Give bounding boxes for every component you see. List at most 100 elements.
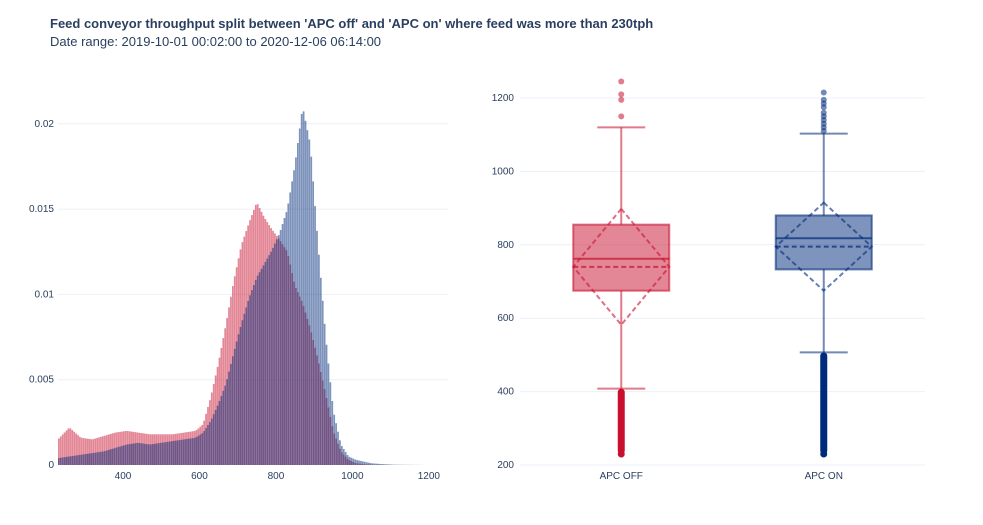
histogram-bar (124, 444, 127, 465)
histogram-bar (327, 363, 330, 465)
histogram-bar (302, 111, 305, 466)
histogram-bar (224, 385, 227, 465)
histogram-bar (344, 451, 347, 465)
histogram-bar (80, 454, 83, 465)
histogram-bar (130, 443, 133, 465)
box-y-tick-label: 800 (497, 240, 514, 251)
histogram-bar (339, 440, 341, 465)
histogram-bar (115, 447, 118, 465)
histogram-bar (205, 428, 207, 465)
histogram-bar (367, 462, 370, 465)
histogram-bar (170, 441, 173, 465)
histogram-bar (140, 443, 142, 465)
histogram-bar (82, 454, 85, 465)
histogram-x-tick-label: 1200 (418, 471, 441, 482)
histogram-bar (197, 435, 200, 465)
histogram-y-tick-label: 0 (48, 460, 54, 471)
histogram-bar (258, 272, 261, 465)
histogram-bar (121, 445, 123, 465)
histogram-bar (159, 442, 162, 465)
histogram-bar (235, 341, 238, 465)
histogram-bar (239, 327, 242, 465)
histogram-bar (88, 438, 91, 465)
histogram-y-tick-label: 0.015 (29, 204, 54, 215)
histogram-bar (123, 445, 125, 465)
histogram-bar (77, 455, 79, 465)
histogram-bar (94, 438, 97, 465)
histogram-bar (375, 463, 378, 465)
histogram-bar (75, 455, 77, 465)
histogram-bar (296, 142, 299, 465)
histogram-bar (65, 456, 68, 465)
box-sd-diamond (774, 201, 874, 293)
histogram-bar (161, 442, 163, 465)
histogram-bar (340, 446, 343, 465)
box-y-tick-label: 200 (497, 460, 514, 471)
histogram-bar (287, 203, 290, 465)
histogram-bar (226, 379, 228, 465)
histogram-bar (111, 448, 114, 465)
histogram-bar (279, 229, 282, 465)
histogram-bar (323, 323, 326, 465)
histogram-bar (67, 428, 70, 465)
histogram-bar (61, 457, 64, 465)
histogram-bar (228, 371, 230, 465)
histogram-bar (237, 334, 240, 465)
histogram-bar (188, 438, 190, 465)
box-body (774, 214, 873, 271)
histogram-bar (201, 433, 204, 465)
histogram-bar (176, 440, 179, 465)
histogram-bar (310, 156, 313, 466)
histogram-bar (174, 440, 177, 465)
histogram-bar (100, 436, 102, 465)
histogram-bar (300, 113, 303, 466)
histogram-bar (184, 439, 186, 465)
histogram-bar (107, 449, 110, 465)
histogram-bar (207, 425, 209, 465)
box-outlier-point (820, 96, 827, 103)
histogram-bar (319, 277, 322, 465)
histogram-bar (254, 279, 257, 465)
histogram-bar (59, 436, 62, 465)
histogram-bar (260, 268, 263, 465)
histogram-bar (346, 454, 349, 465)
histogram-bar (189, 438, 192, 465)
histogram-bar (277, 235, 280, 465)
histogram-bar (86, 438, 89, 465)
histogram-y-tick-label: 0.005 (29, 375, 54, 386)
box-body (572, 223, 671, 292)
histogram-x-tick-label: 400 (115, 471, 132, 482)
histogram-bar (107, 434, 110, 465)
histogram-bar (361, 461, 364, 465)
histogram-bar (147, 444, 150, 465)
histogram-bar (178, 440, 181, 465)
histogram-bar (119, 446, 121, 465)
histogram-bar (132, 443, 135, 465)
histogram-series-apc-on (58, 111, 429, 466)
histogram-bar (203, 431, 206, 465)
histogram-x-tick-label: 800 (268, 471, 285, 482)
histogram-bar (94, 452, 97, 465)
histogram-bar (163, 442, 165, 465)
histogram-bar (98, 437, 100, 465)
histogram-bar (153, 443, 156, 465)
histogram-bar (270, 251, 272, 465)
histogram-bar (75, 433, 77, 465)
histogram-bar (216, 405, 219, 465)
histogram-bar (69, 456, 72, 465)
histogram-bar (113, 448, 116, 465)
histogram-bar (136, 442, 139, 465)
histogram-bar (331, 401, 334, 465)
histogram-bar (80, 437, 83, 465)
histogram-bar (126, 444, 129, 465)
histogram-bar (354, 459, 357, 465)
histogram-bar (256, 275, 259, 465)
histogram-bar (371, 463, 374, 465)
histogram-bar (308, 139, 311, 466)
box-outlier-point (617, 450, 625, 458)
histogram-bar (186, 438, 188, 465)
histogram-bar (321, 300, 324, 465)
histogram-bar (285, 212, 288, 465)
histogram-bar (82, 438, 85, 465)
